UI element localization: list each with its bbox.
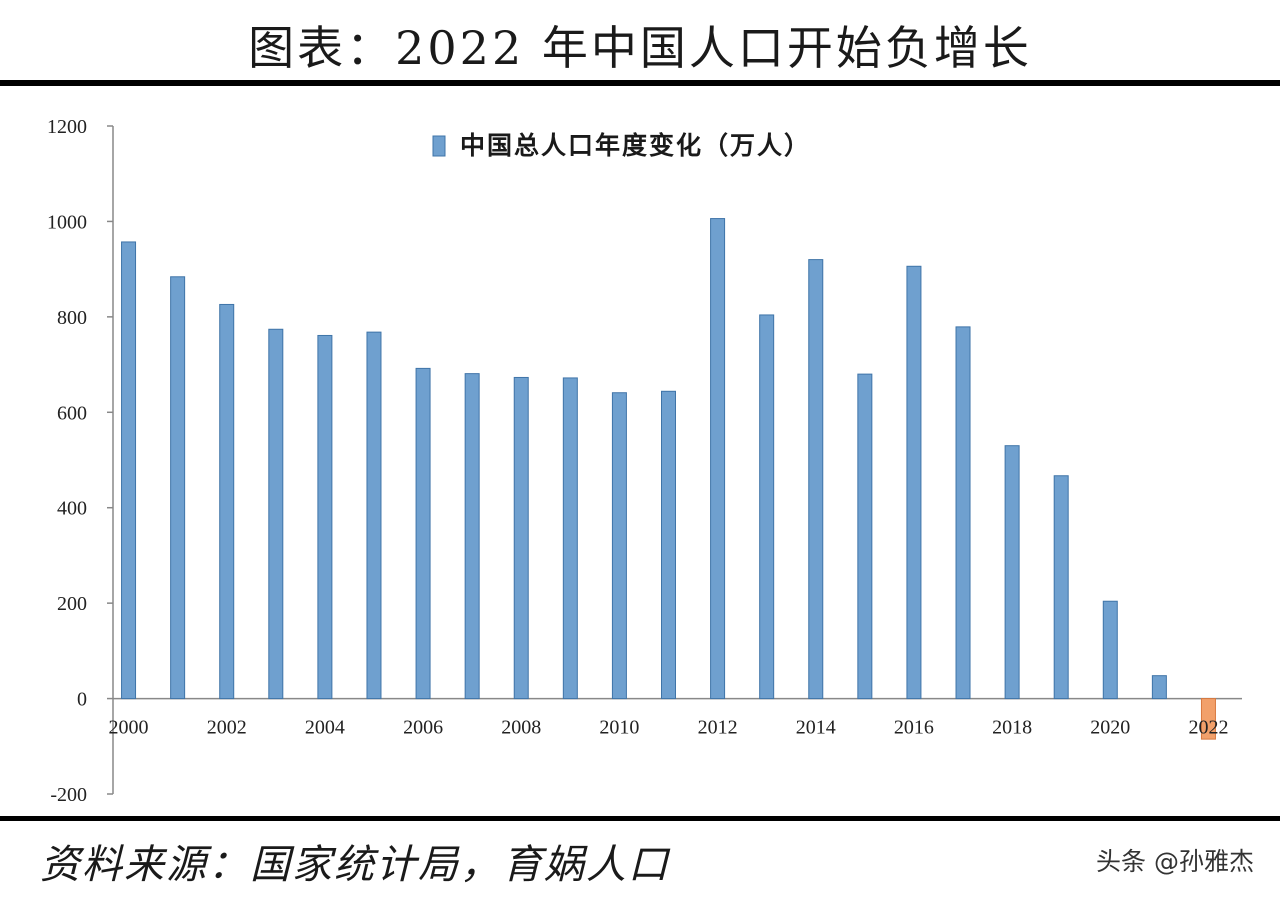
x-tick-label: 2012	[698, 717, 738, 739]
y-tick-label: 1200	[47, 116, 87, 138]
bar-2014	[808, 259, 824, 700]
bar-2022	[1200, 698, 1216, 740]
y-tick-label: 600	[57, 402, 87, 424]
x-tick-label: 2020	[1090, 717, 1130, 739]
bar-2005	[366, 331, 382, 700]
legend-swatch	[432, 135, 446, 157]
y-tick-label: 1000	[47, 211, 87, 233]
x-tick-label: 2008	[501, 717, 541, 739]
y-tick-label: 200	[57, 593, 87, 615]
bar-2006	[415, 367, 431, 700]
y-tick-labels: -200 0 200 400 600 800 1000 1200	[47, 116, 87, 806]
source-note: 资料来源：国家统计局，育娲人口	[40, 842, 670, 888]
legend-label: 中国总人口年度变化（万人）	[460, 131, 811, 160]
x-tick-label: 2006	[403, 717, 443, 739]
watermark: 头条 @孙雅杰	[1096, 847, 1254, 876]
x-tick-label: 2002	[207, 717, 247, 739]
x-tick-label: 2018	[992, 717, 1032, 739]
bar-2018	[1004, 445, 1020, 700]
x-tick-label: 2000	[109, 717, 149, 739]
bottom-rule	[0, 816, 1280, 821]
y-tick-label: 800	[57, 307, 87, 329]
x-tick-label: 2004	[305, 717, 345, 739]
x-tick-label: 2010	[599, 717, 639, 739]
bar-2011	[661, 390, 676, 700]
bar-2012	[710, 218, 726, 700]
bar-2004	[317, 334, 333, 700]
bar-2001	[170, 276, 186, 700]
bar-2002	[219, 303, 235, 700]
bars	[121, 218, 1216, 740]
bar-2013	[759, 314, 775, 700]
bar-2016	[906, 265, 922, 700]
bar-2019	[1053, 475, 1069, 700]
bar-2003	[268, 328, 284, 700]
bar-2017	[955, 326, 971, 700]
bar-2000	[121, 241, 137, 700]
x-tick-labels: 2000 2002 2004 2006 2008 2010 2012 2014 2016 2018…	[109, 717, 1229, 739]
bar-2007	[464, 373, 480, 700]
bar-2015	[857, 373, 873, 700]
x-tick-label: 2016	[894, 717, 934, 739]
bar-2008	[513, 376, 529, 700]
y-tick-label: -200	[50, 784, 87, 806]
x-tick-label: 2014	[796, 717, 836, 739]
legend: 中国总人口年度变化（万人）	[432, 131, 811, 160]
page-title: 图表：2022 年中国人口开始负增长	[248, 21, 1032, 75]
bar-chart: 2000 2002 2004 2006 2008 2010 2012 2014 2016 2018…	[47, 116, 1242, 806]
top-rule	[0, 80, 1280, 86]
bar-2010	[611, 392, 627, 700]
y-tick-label: 400	[57, 498, 87, 520]
bar-2009	[562, 377, 578, 700]
bar-2021	[1151, 675, 1167, 700]
x-tick-label: 2022	[1188, 717, 1228, 739]
y-tick-label: 0	[77, 689, 87, 711]
bar-2020	[1102, 600, 1118, 700]
